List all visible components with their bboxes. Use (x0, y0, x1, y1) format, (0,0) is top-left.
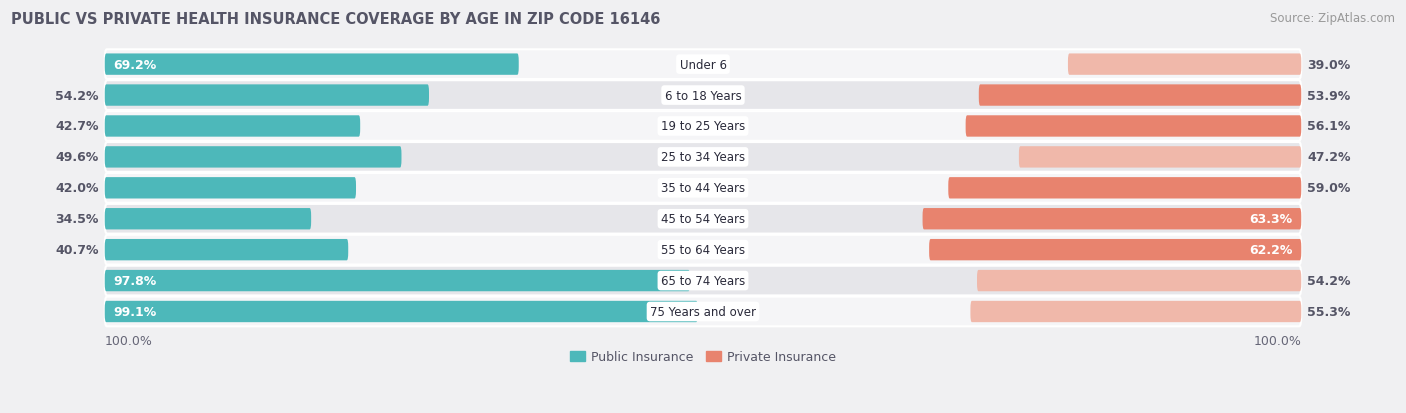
Text: 54.2%: 54.2% (55, 89, 98, 102)
FancyBboxPatch shape (1019, 147, 1302, 168)
FancyBboxPatch shape (104, 240, 349, 261)
Legend: Public Insurance, Private Insurance: Public Insurance, Private Insurance (565, 345, 841, 368)
FancyBboxPatch shape (977, 270, 1302, 292)
Text: 6 to 18 Years: 6 to 18 Years (665, 89, 741, 102)
Text: 45 to 54 Years: 45 to 54 Years (661, 213, 745, 225)
FancyBboxPatch shape (104, 173, 1302, 203)
FancyBboxPatch shape (104, 209, 311, 230)
Text: Under 6: Under 6 (679, 59, 727, 71)
Text: 100.0%: 100.0% (1253, 334, 1302, 347)
Text: 34.5%: 34.5% (55, 213, 98, 225)
FancyBboxPatch shape (104, 81, 1302, 111)
FancyBboxPatch shape (104, 112, 1302, 142)
FancyBboxPatch shape (979, 85, 1302, 107)
Text: 55.3%: 55.3% (1308, 305, 1351, 318)
FancyBboxPatch shape (104, 270, 690, 292)
FancyBboxPatch shape (1069, 54, 1302, 76)
Text: 19 to 25 Years: 19 to 25 Years (661, 120, 745, 133)
FancyBboxPatch shape (104, 143, 1302, 172)
Text: 63.3%: 63.3% (1249, 213, 1292, 225)
Text: PUBLIC VS PRIVATE HEALTH INSURANCE COVERAGE BY AGE IN ZIP CODE 16146: PUBLIC VS PRIVATE HEALTH INSURANCE COVER… (11, 12, 661, 27)
Text: 99.1%: 99.1% (114, 305, 157, 318)
Text: Source: ZipAtlas.com: Source: ZipAtlas.com (1270, 12, 1395, 25)
Text: 69.2%: 69.2% (114, 59, 157, 71)
Text: 65 to 74 Years: 65 to 74 Years (661, 274, 745, 287)
Text: 97.8%: 97.8% (114, 274, 157, 287)
FancyBboxPatch shape (104, 266, 1302, 296)
FancyBboxPatch shape (104, 301, 697, 323)
FancyBboxPatch shape (929, 240, 1302, 261)
Text: 40.7%: 40.7% (55, 244, 98, 256)
FancyBboxPatch shape (948, 178, 1302, 199)
FancyBboxPatch shape (104, 50, 1302, 80)
Text: 42.7%: 42.7% (55, 120, 98, 133)
FancyBboxPatch shape (104, 204, 1302, 234)
Text: 25 to 34 Years: 25 to 34 Years (661, 151, 745, 164)
Text: 49.6%: 49.6% (55, 151, 98, 164)
Text: 59.0%: 59.0% (1308, 182, 1351, 195)
FancyBboxPatch shape (970, 301, 1302, 323)
Text: 47.2%: 47.2% (1308, 151, 1351, 164)
FancyBboxPatch shape (104, 54, 519, 76)
Text: 35 to 44 Years: 35 to 44 Years (661, 182, 745, 195)
Text: 75 Years and over: 75 Years and over (650, 305, 756, 318)
Text: 39.0%: 39.0% (1308, 59, 1351, 71)
Text: 100.0%: 100.0% (104, 334, 153, 347)
FancyBboxPatch shape (104, 147, 402, 168)
FancyBboxPatch shape (922, 209, 1302, 230)
FancyBboxPatch shape (104, 116, 360, 137)
FancyBboxPatch shape (104, 85, 429, 107)
FancyBboxPatch shape (104, 178, 356, 199)
FancyBboxPatch shape (104, 235, 1302, 265)
Text: 62.2%: 62.2% (1249, 244, 1292, 256)
Text: 53.9%: 53.9% (1308, 89, 1351, 102)
Text: 54.2%: 54.2% (1308, 274, 1351, 287)
Text: 55 to 64 Years: 55 to 64 Years (661, 244, 745, 256)
Text: 56.1%: 56.1% (1308, 120, 1351, 133)
Text: 42.0%: 42.0% (55, 182, 98, 195)
FancyBboxPatch shape (966, 116, 1302, 137)
FancyBboxPatch shape (104, 297, 1302, 327)
